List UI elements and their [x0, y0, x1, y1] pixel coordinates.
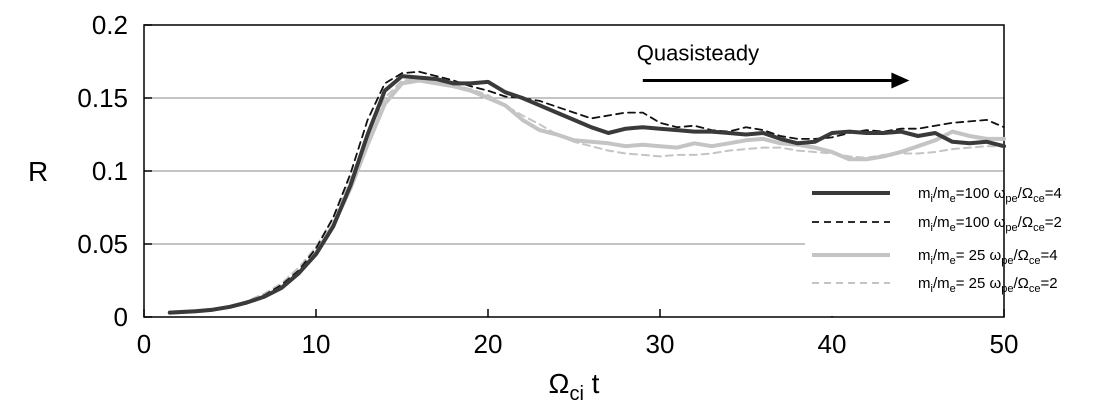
legend-label-part: e — [950, 222, 956, 234]
legend-label-part: m — [918, 247, 931, 264]
y-tick-label: 0.05 — [77, 229, 128, 259]
annotation-arrow-head — [891, 72, 910, 89]
legend-label-part: m — [918, 275, 931, 292]
legend-label-part: ce — [1029, 283, 1041, 295]
annotation-quasisteady: Quasisteady — [637, 40, 759, 65]
x-axis-label: Ωci t — [549, 368, 600, 403]
series-line-2 — [168, 70, 1005, 314]
legend-label-2: mi/me=100 ωpe/Ωce=2 — [918, 214, 1062, 234]
legend-background — [806, 184, 1003, 316]
legend-label-part: e — [950, 283, 956, 295]
y-tick-labels: 0 0.05 0.1 0.15 0.2 — [77, 10, 152, 332]
legend-label-part: pe — [1001, 255, 1013, 267]
legend-label-part: /m — [933, 247, 950, 264]
legend-label-part: pe — [1005, 222, 1017, 234]
legend-label-part: i — [931, 283, 933, 295]
legend-label-4: mi/me= 25 ωpe/Ωce=2 — [918, 275, 1058, 295]
legend-label-part: =4 — [1045, 185, 1062, 202]
legend-label-part: i — [931, 193, 933, 205]
legend-label-part: ce — [1033, 222, 1045, 234]
legend-label-part: m — [918, 185, 931, 202]
x-tick-label: 40 — [818, 329, 847, 359]
y-axis-label: R — [28, 156, 48, 187]
legend-label-part: =100 ω — [956, 214, 1006, 231]
x-tick-labels: 0 10 20 30 40 50 — [137, 309, 1019, 359]
grid-lines — [144, 97, 1004, 245]
legend-label-part: /Ω — [1018, 185, 1033, 202]
legend-label-part: =100 ω — [956, 185, 1006, 202]
legend-label-part: ce — [1029, 255, 1041, 267]
series-line-1 — [167, 74, 1006, 315]
legend-label-part: m — [918, 214, 931, 231]
x-axis-label-tail: t — [584, 368, 600, 399]
annotation: Quasisteady — [637, 40, 910, 89]
legend-label-part: =4 — [1041, 247, 1058, 264]
x-tick-label: 0 — [137, 329, 151, 359]
legend-label-part: /m — [933, 185, 950, 202]
legend: mi/me=100 ωpe/Ωce=4mi/me=100 ωpe/Ωce=2mi… — [806, 184, 1062, 316]
legend-label-part: pe — [1001, 283, 1013, 295]
legend-label-part: i — [931, 255, 933, 267]
legend-label-part: = 25 ω — [956, 247, 1002, 264]
x-axis-label-sub: ci — [569, 383, 583, 403]
x-tick-label: 20 — [474, 329, 503, 359]
legend-label-1: mi/me=100 ωpe/Ωce=4 — [918, 185, 1062, 205]
legend-label-part: = 25 ω — [956, 275, 1002, 292]
legend-label-part: /Ω — [1018, 214, 1033, 231]
legend-label-part: e — [950, 193, 956, 205]
y-tick-label: 0.2 — [92, 10, 128, 40]
legend-label-part: i — [931, 222, 933, 234]
legend-label-part: /Ω — [1014, 275, 1029, 292]
y-tick-label: 0.15 — [77, 83, 128, 113]
x-tick-label: 10 — [302, 329, 331, 359]
series-lines — [167, 70, 1006, 315]
y-tick-label: 0 — [114, 302, 128, 332]
legend-label-3: mi/me= 25 ωpe/Ωce=4 — [918, 247, 1058, 267]
legend-label-part: =2 — [1041, 275, 1058, 292]
x-tick-label: 30 — [646, 329, 675, 359]
y-tick-label: 0.1 — [92, 156, 128, 186]
legend-label-part: pe — [1005, 193, 1017, 205]
legend-label-part: =2 — [1045, 214, 1062, 231]
legend-label-part: /m — [933, 275, 950, 292]
legend-label-part: /Ω — [1014, 247, 1029, 264]
legend-label-part: /m — [933, 214, 950, 231]
x-tick-label: 50 — [990, 329, 1019, 359]
legend-label-part: ce — [1033, 193, 1045, 205]
legend-label-part: e — [950, 255, 956, 267]
x-axis-label-main: Ω — [549, 368, 570, 399]
